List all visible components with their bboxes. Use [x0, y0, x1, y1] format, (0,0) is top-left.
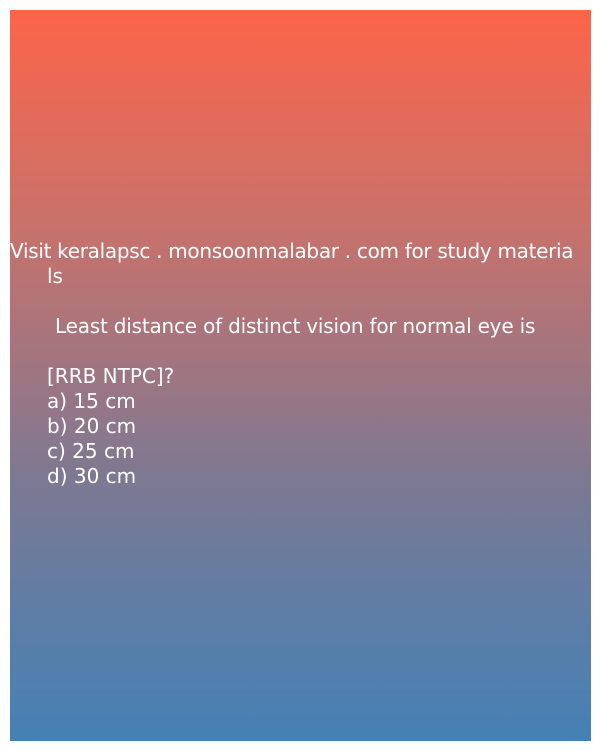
question-text-line-2: [RRB NTPC]? — [47, 364, 175, 388]
promo-text-line-2: ls — [47, 264, 63, 288]
option-d: d) 30 cm — [47, 464, 137, 488]
option-a: a) 15 cm — [47, 389, 136, 413]
question-card: Visit keralapsc . monsoonmalabar . com f… — [10, 10, 591, 741]
promo-text-line-1: Visit keralapsc . monsoonmalabar . com f… — [10, 239, 574, 263]
option-b: b) 20 cm — [47, 414, 137, 438]
option-c: c) 25 cm — [47, 439, 135, 463]
question-text-line-1: Least distance of distinct vision for no… — [55, 314, 536, 338]
